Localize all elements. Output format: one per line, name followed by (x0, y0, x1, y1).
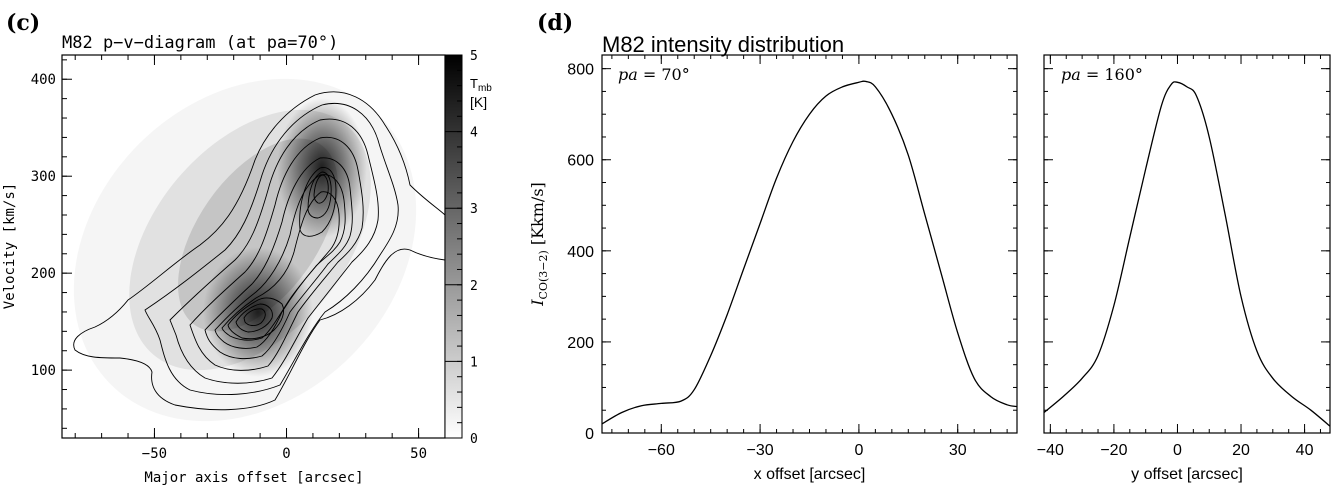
colorbar-label-unit: [K] (470, 94, 487, 110)
panel-d-left-plot: −60 −30 0 30 0 200 400 600 800 x offset [arcsec] (567, 55, 1018, 483)
c-x-tick-label: 50 (410, 446, 427, 462)
dl-y-tick-label: 800 (567, 62, 594, 79)
dl-x-tick-label: −30 (747, 442, 774, 459)
c-y-tick-label: 200 (31, 266, 56, 282)
panel-c-ylabel: Velocity [km/s] (2, 183, 18, 309)
panel-c-title: M82 p−v−diagram (at pa=70°) (62, 33, 338, 53)
pv-contours (73, 91, 446, 411)
colorbar-tick-label: 1 (470, 355, 478, 370)
dr-x-tick-label: 40 (1296, 442, 1314, 459)
colorbar-tick-label: 3 (470, 202, 478, 217)
dr-x-tick-label: 20 (1232, 442, 1250, 459)
dl-x-tick-label: −60 (648, 442, 675, 459)
contour-13 (313, 174, 329, 204)
dl-y-tick-label: 400 (567, 244, 594, 261)
pv-peak-low (203, 247, 313, 377)
dl-y-tick-label: 600 (567, 153, 594, 170)
colorbar-tick-label: 2 (470, 279, 478, 294)
dl-x-tick-label: 30 (949, 442, 967, 459)
contour-8 (227, 297, 285, 340)
contour-3 (169, 118, 379, 384)
c-x-tick-label: −50 (142, 446, 167, 462)
svg-text:ICO(3−2) [Kkm/s]: ICO(3−2) [Kkm/s] (528, 182, 550, 307)
colorbar-tick-label: 4 (470, 126, 478, 141)
contour-outer (73, 91, 446, 411)
contour-6 (214, 174, 346, 349)
panel-d-right-plot: −40 −20 0 20 40 y offset [arcsec] (1037, 55, 1331, 483)
dr-x-tick-label: 0 (1173, 442, 1182, 459)
dr-x-tick-label: −40 (1037, 442, 1064, 459)
panel-d-ylabel: ICO(3−2) [Kkm/s] (528, 182, 550, 307)
contour-7 (221, 191, 340, 341)
pa-160-annotation: pa = 160° (1061, 65, 1143, 84)
colorbar-label-t: Tmb (470, 76, 492, 94)
colorbar-tick-label: 0 (470, 432, 478, 447)
contour-10 (243, 308, 266, 326)
c-x-tick-label: 0 (282, 446, 290, 462)
panel-c-axes: −50 0 50 100 200 300 400 (31, 55, 446, 462)
dr-xlabel: y offset [arcsec] (1131, 466, 1243, 483)
dr-intensity-curve (1043, 81, 1331, 427)
pa-70-annotation: pa = 70° (618, 65, 690, 84)
contour-12 (307, 171, 332, 219)
contour-9 (235, 303, 273, 333)
colorbar-tick-label: 5 (470, 49, 478, 64)
c-y-tick-label: 400 (31, 72, 56, 88)
dl-y-tick-label: 0 (585, 426, 594, 443)
panel-d: (d) M82 intensity distribution pa = 70° … (528, 10, 1331, 483)
panel-c-letter: (c) (6, 10, 40, 36)
contour-5 (204, 157, 353, 360)
panel-d-letter: (d) (537, 10, 573, 36)
panel-c: (c) M82 p−v−diagram (at pa=70°) (2, 10, 492, 486)
panel-c-xlabel: Major axis offset [arcsec] (144, 470, 363, 486)
colorbar-ticks: 0 1 2 3 4 5 (445, 49, 478, 447)
panel-d-right-frame (1043, 54, 1331, 434)
contour-4 (189, 136, 364, 371)
dl-y-tick-label: 200 (567, 335, 594, 352)
c-y-tick-label: 300 (31, 169, 56, 185)
dl-x-tick-label: 0 (854, 442, 863, 459)
contour-11 (299, 167, 337, 237)
pv-heatmap (62, 55, 445, 438)
dl-intensity-curve (601, 80, 1018, 425)
panel-d-left-frame (601, 54, 1018, 434)
c-y-tick-label: 100 (31, 363, 56, 379)
colorbar (444, 54, 463, 439)
dl-xlabel: x offset [arcsec] (754, 466, 866, 483)
contour-2 (144, 103, 399, 396)
panel-d-title: M82 intensity distribution (602, 32, 844, 57)
dr-x-tick-label: −20 (1100, 442, 1127, 459)
